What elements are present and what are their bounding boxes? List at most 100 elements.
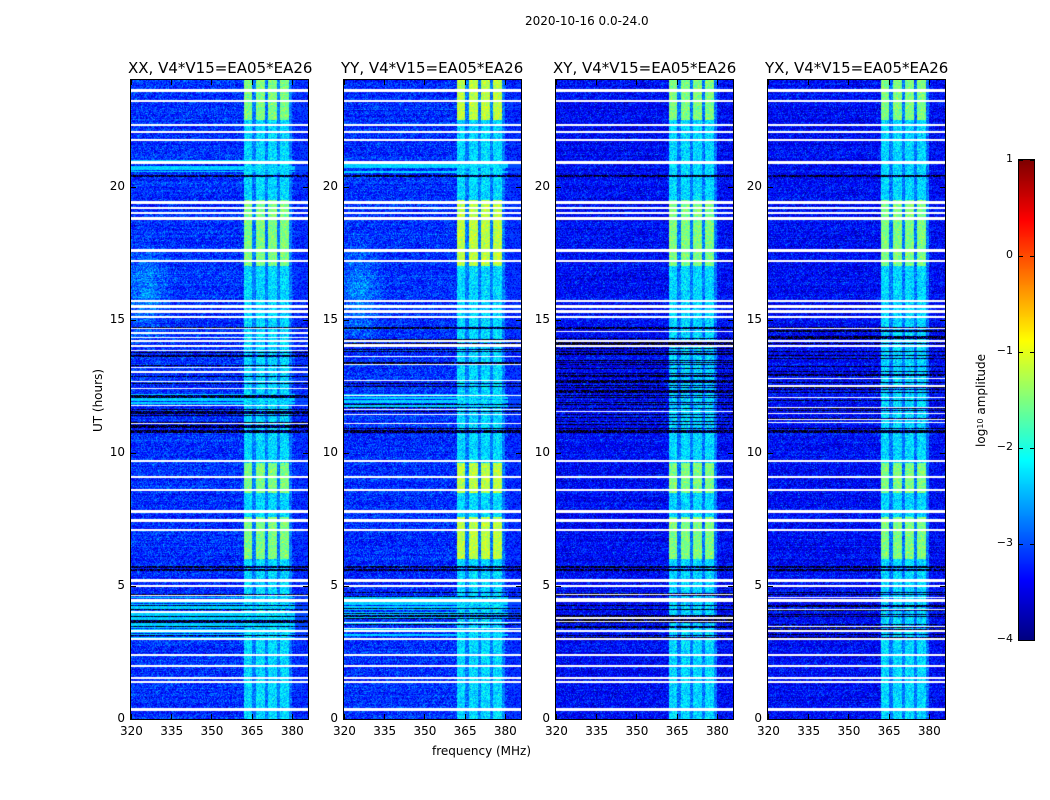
spectrogram-yy — [343, 79, 522, 720]
y-tick-label: 0 — [330, 711, 338, 725]
panel-title-yy: YY, V4*V15=EA05*EA26 — [341, 59, 524, 77]
y-tick-mark — [768, 585, 773, 587]
x-tick-label: 320 — [120, 724, 143, 738]
x-tick-mark — [211, 714, 213, 719]
y-axis-label: UT (hours) — [91, 368, 105, 432]
y-tick-label: 5 — [330, 577, 338, 592]
y-tick-mark — [768, 719, 773, 720]
colorbar-label: log10 amplitude — [974, 354, 988, 447]
x-tick-label: 350 — [837, 724, 861, 738]
y-tick-mark — [344, 585, 349, 587]
x-tick-mark — [636, 80, 638, 85]
colorbar-tick-mark — [1019, 160, 1023, 161]
y-tick-mark — [768, 186, 773, 188]
y-tick-label: 10 — [322, 444, 338, 459]
y-tick-label: 15 — [534, 311, 550, 326]
y-tick-mark — [303, 585, 308, 587]
x-tick-mark — [808, 714, 810, 719]
y-tick-mark — [516, 186, 521, 188]
y-tick-label: 5 — [754, 577, 762, 592]
y-tick-label: 20 — [322, 178, 338, 193]
colorbar — [1018, 159, 1035, 641]
x-tick-label: 380 — [493, 724, 517, 738]
x-tick-label: 365 — [877, 724, 901, 738]
x-tick-mark — [504, 714, 506, 719]
x-tick-mark — [344, 714, 345, 719]
y-tick-mark — [344, 719, 349, 720]
y-tick-label: 20 — [746, 178, 762, 193]
spectrogram-xx — [130, 79, 309, 720]
y-tick-mark — [556, 719, 561, 720]
colorbar-tick-label: −4 — [996, 632, 1013, 645]
y-tick-mark — [728, 585, 733, 587]
x-tick-mark — [636, 714, 638, 719]
x-tick-mark — [768, 80, 769, 85]
y-tick-mark — [131, 319, 136, 321]
x-axis-label: frequency (MHz) — [432, 744, 532, 758]
y-tick-mark — [728, 319, 733, 321]
y-tick-label: 0 — [542, 711, 550, 725]
x-tick-label: 365 — [453, 724, 477, 738]
y-tick-label: 0 — [754, 711, 762, 725]
x-tick-mark — [131, 714, 132, 719]
y-tick-mark — [516, 585, 521, 587]
y-tick-mark — [556, 585, 561, 587]
x-tick-label: 365 — [665, 724, 689, 738]
x-tick-mark — [928, 80, 930, 85]
colorbar-tick-mark — [1030, 352, 1034, 353]
y-tick-mark — [940, 319, 945, 321]
x-tick-mark — [768, 714, 769, 719]
x-tick-label: 380 — [705, 724, 729, 738]
colorbar-tick-mark — [1019, 544, 1023, 545]
x-tick-mark — [384, 714, 386, 719]
x-tick-mark — [596, 80, 598, 85]
y-tick-mark — [768, 452, 773, 454]
y-tick-mark — [556, 319, 561, 321]
x-tick-mark — [384, 80, 386, 85]
x-tick-mark — [716, 714, 718, 719]
x-tick-mark — [424, 80, 426, 85]
y-tick-label: 10 — [534, 444, 550, 459]
x-tick-mark — [596, 714, 598, 719]
y-tick-label: 20 — [534, 178, 550, 193]
colorbar-tick-mark — [1030, 448, 1034, 449]
y-tick-mark — [131, 719, 136, 720]
y-tick-mark — [768, 319, 773, 321]
x-tick-mark — [464, 714, 466, 719]
colorbar-tick-mark — [1030, 640, 1034, 641]
x-tick-mark — [556, 80, 557, 85]
x-tick-label: 335 — [585, 724, 609, 738]
x-tick-mark — [676, 714, 678, 719]
colorbar-tick-mark — [1019, 256, 1023, 257]
y-tick-mark — [344, 186, 349, 188]
colorbar-tick-mark — [1030, 160, 1034, 161]
x-tick-mark — [424, 714, 426, 719]
x-tick-mark — [808, 80, 810, 85]
x-tick-label: 350 — [625, 724, 649, 738]
y-tick-mark — [303, 452, 308, 454]
x-tick-mark — [344, 80, 345, 85]
colorbar-tick-mark — [1030, 544, 1034, 545]
x-tick-mark — [171, 80, 173, 85]
x-tick-mark — [888, 714, 890, 719]
colorbar-label-main: log — [974, 428, 988, 447]
x-tick-label: 320 — [545, 724, 568, 738]
y-tick-mark — [556, 452, 561, 454]
figure-title: 2020-10-16 0.0-24.0 — [525, 14, 649, 28]
y-tick-mark — [131, 186, 136, 188]
colorbar-tick-label: −1 — [996, 344, 1013, 357]
y-tick-mark — [940, 452, 945, 454]
x-tick-mark — [848, 80, 850, 85]
x-tick-mark — [171, 714, 173, 719]
y-tick-mark — [303, 186, 308, 188]
y-tick-label: 15 — [746, 311, 762, 326]
colorbar-tick-mark — [1019, 640, 1023, 641]
x-tick-mark — [716, 80, 718, 85]
panel-title-yx: YX, V4*V15=EA05*EA26 — [765, 59, 949, 77]
x-tick-label: 350 — [413, 724, 437, 738]
y-tick-mark — [516, 719, 521, 720]
y-tick-mark — [728, 186, 733, 188]
x-tick-label: 365 — [240, 724, 264, 738]
y-tick-mark — [940, 585, 945, 587]
